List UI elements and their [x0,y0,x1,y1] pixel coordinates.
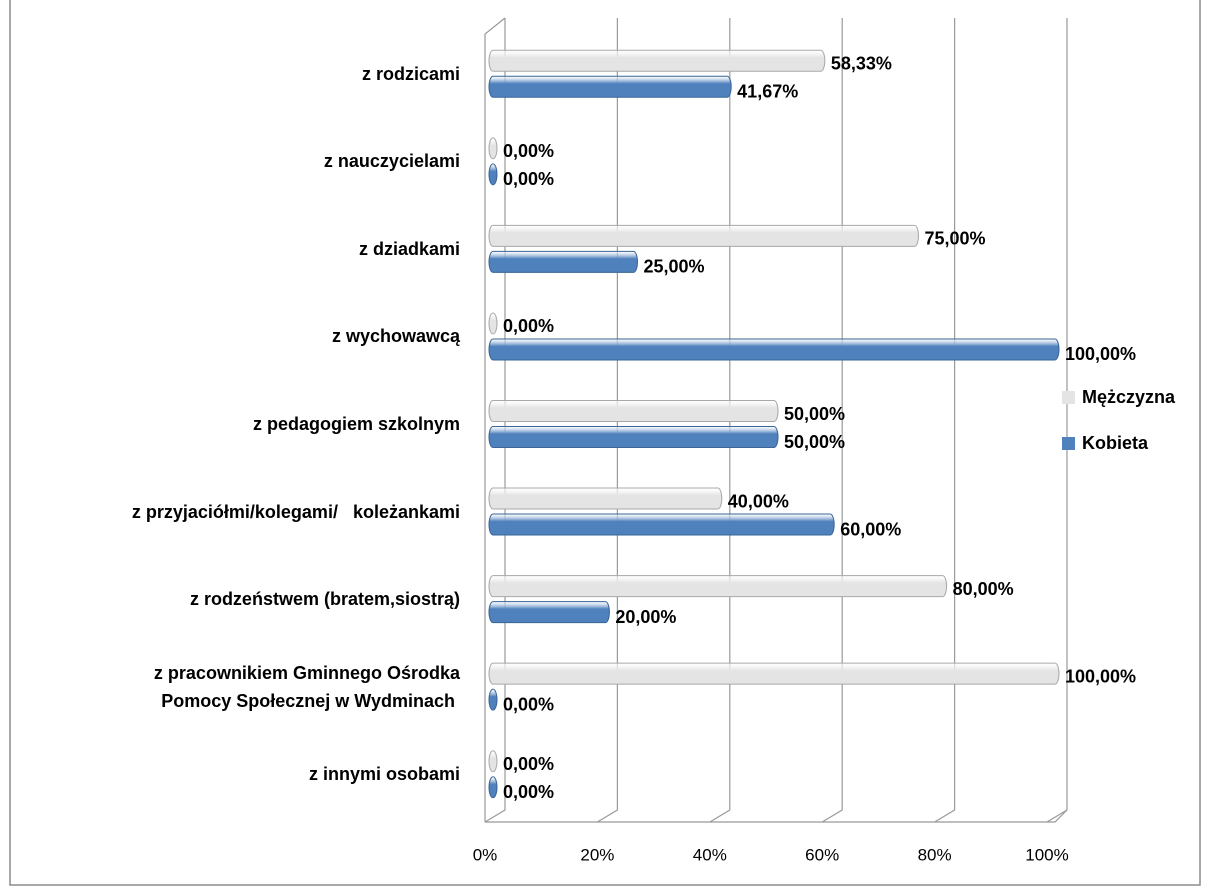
chart-frame [9,0,1201,886]
bar [488,575,948,598]
bar [488,513,835,536]
grid-line [709,18,731,823]
bar [488,312,498,335]
bar [488,338,1060,361]
y-tick-label: z pedagogiem szkolnym [252,414,460,434]
bar [488,776,498,799]
x-tick-label: 40% [693,845,727,864]
grid-line [484,18,506,823]
data-label: 0,00% [503,169,554,189]
data-label: 50,00% [784,404,845,424]
y-tick-label: z nauczycielami [323,151,460,172]
bar [488,601,610,624]
bar [488,400,779,422]
bar [488,224,919,247]
y-tick-label: z rodzeństwem (bratem,siostrą) [189,589,460,610]
y-tick-label: z wychowawcą [331,326,460,347]
data-label: 41,67% [737,82,798,102]
x-tick-label: 100% [1025,845,1068,864]
bar [488,137,498,160]
grid-line [597,18,618,823]
bar [488,426,779,448]
data-label: 58,33% [831,54,892,74]
data-label: 0,00% [503,316,554,336]
bar [488,487,723,510]
plot-wall [484,17,506,822]
bar [488,49,826,72]
y-tick-label: z innymi osobami [308,764,460,785]
y-tick-label: z dziadkami [358,238,460,259]
data-label: 0,00% [503,782,554,802]
data-label: 60,00% [840,519,901,539]
data-label: 0,00% [503,141,554,161]
data-label: 75,00% [925,229,986,249]
x-tick-label: 80% [918,845,952,864]
data-label: 100,00% [1065,666,1136,686]
x-tick-label: 60% [805,845,839,864]
bar [488,75,732,98]
plot-floor [485,809,1068,823]
data-label: 50,00% [784,432,845,452]
y-tick-label: z pracownikiem Gminnego Ośrodka Pomocy S… [153,662,460,711]
legend-label: Mężczyzna [1082,387,1176,407]
legend-swatch [1062,391,1075,404]
bar [488,750,498,773]
data-label: 100,00% [1065,344,1136,364]
data-label: 20,00% [615,607,676,627]
data-label: 25,00% [644,257,705,277]
y-tick-label: z rodzicami [361,63,460,84]
legend-swatch [1062,437,1075,450]
y-tick-label: z przyjaciółmi/kolegami/ koleżankami [131,501,460,522]
grid-line [934,18,956,823]
grid-line [821,18,843,823]
bar [488,662,1060,685]
x-tick-label: 0% [473,845,498,864]
data-label: 0,00% [503,754,554,774]
x-tick-label: 20% [580,845,614,864]
bar [488,163,498,186]
legend-label: Kobieta [1082,433,1149,453]
data-label: 0,00% [503,694,554,714]
bar [488,688,498,711]
data-label: 80,00% [953,579,1014,599]
bar [488,250,638,273]
grid-line [1046,18,1068,823]
data-label: 40,00% [728,491,789,511]
